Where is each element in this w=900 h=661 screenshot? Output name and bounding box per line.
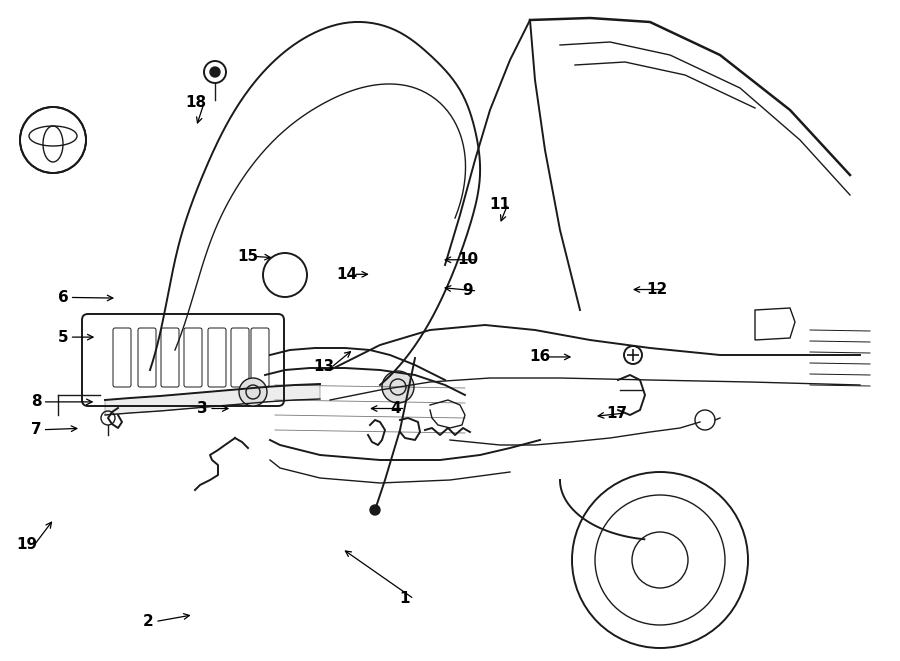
Circle shape [382,371,414,403]
Text: 5: 5 [58,330,68,344]
Text: 6: 6 [58,290,68,305]
Polygon shape [105,384,320,415]
Text: 1: 1 [400,591,410,605]
Text: 12: 12 [646,282,668,297]
Text: 7: 7 [31,422,41,437]
Text: 13: 13 [313,360,335,374]
Text: 2: 2 [143,614,154,629]
Circle shape [22,109,84,171]
Text: 18: 18 [185,95,207,110]
Text: 16: 16 [529,350,551,364]
Text: 17: 17 [606,406,627,420]
Circle shape [370,505,380,515]
Text: 14: 14 [336,267,357,282]
Text: 9: 9 [463,284,473,298]
Text: 4: 4 [391,401,401,416]
Text: 15: 15 [237,249,258,264]
Circle shape [210,67,220,77]
Text: 19: 19 [16,537,38,551]
Circle shape [239,378,267,406]
Text: 11: 11 [489,198,510,212]
Text: 8: 8 [31,395,41,409]
Text: 3: 3 [197,401,208,416]
Text: 10: 10 [457,253,479,267]
